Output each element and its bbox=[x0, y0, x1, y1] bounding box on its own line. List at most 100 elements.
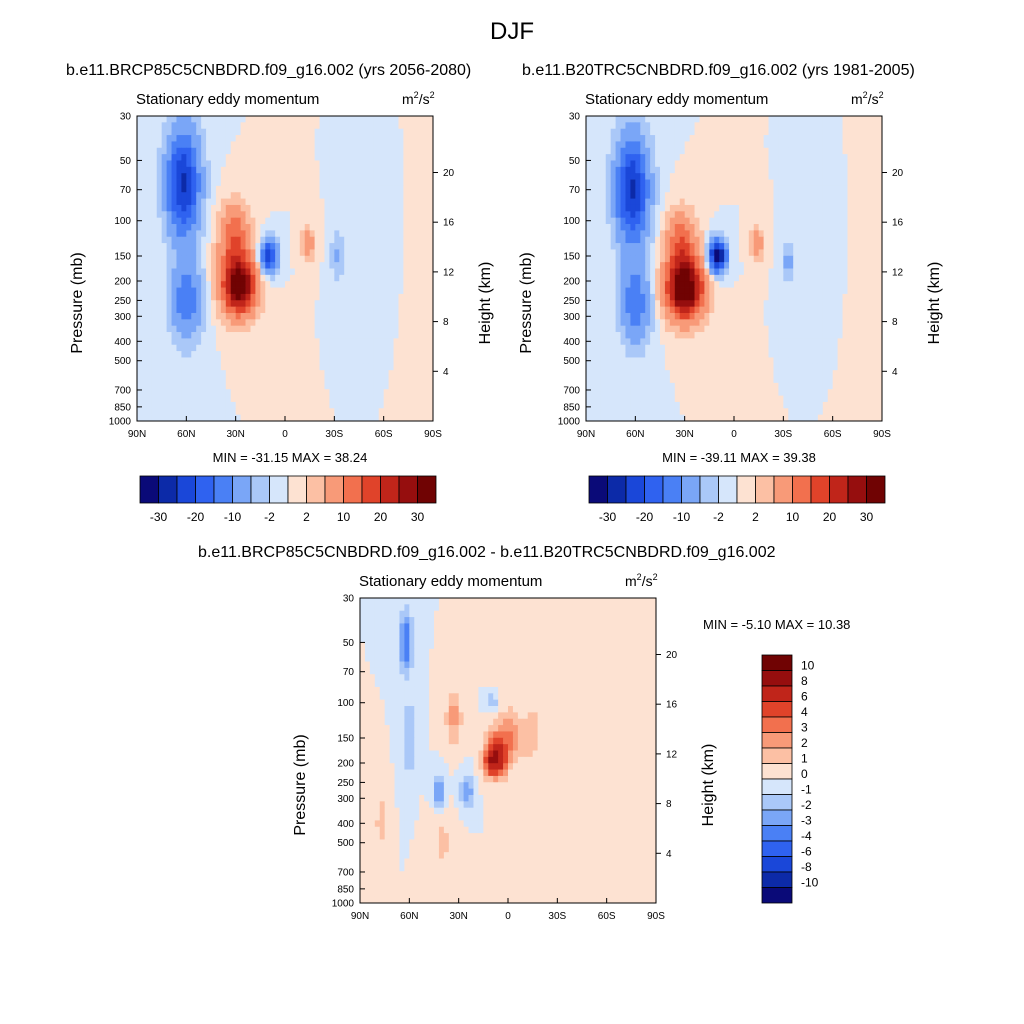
heatmap-cell bbox=[753, 185, 760, 193]
heatmap-cell bbox=[738, 312, 745, 320]
heatmap-cell bbox=[393, 389, 399, 396]
heatmap-cell bbox=[773, 230, 779, 238]
heatmap-cell bbox=[837, 319, 843, 327]
heatmap-cell bbox=[699, 211, 705, 219]
heatmap-cell bbox=[763, 116, 769, 123]
panel-1-variable-label: Stationary eddy momentum bbox=[136, 91, 319, 108]
heatmap-cell bbox=[211, 287, 217, 295]
heatmap-cell bbox=[669, 166, 676, 174]
heatmap-cell bbox=[191, 306, 197, 314]
heatmap-cell bbox=[211, 376, 217, 384]
heatmap-cell bbox=[137, 281, 143, 288]
heatmap-cell bbox=[808, 185, 814, 193]
heatmap-cell bbox=[808, 274, 814, 282]
heatmap-cell bbox=[620, 122, 626, 130]
heatmap-cell bbox=[679, 173, 686, 180]
heatmap-cell bbox=[674, 312, 681, 320]
heatmap-cell bbox=[245, 204, 251, 212]
heatmap-cell bbox=[289, 166, 296, 174]
heatmap-cell bbox=[280, 389, 286, 396]
heatmap-cell bbox=[798, 262, 804, 269]
heatmap-cell bbox=[319, 376, 325, 384]
heatmap-cell bbox=[669, 312, 676, 320]
heatmap-cell bbox=[339, 204, 345, 212]
heatmap-cell bbox=[620, 198, 626, 206]
heatmap-cell bbox=[339, 274, 345, 282]
heatmap-cell bbox=[289, 389, 296, 396]
heatmap-cell bbox=[650, 325, 656, 333]
heatmap-cell bbox=[743, 192, 750, 199]
heatmap-cell bbox=[758, 312, 764, 320]
heatmap-cell bbox=[418, 230, 424, 238]
heatmap-cell bbox=[773, 255, 779, 263]
heatmap-cell bbox=[260, 160, 266, 168]
heatmap-cell bbox=[388, 262, 394, 269]
heatmap-cell bbox=[714, 236, 720, 244]
heatmap-cell bbox=[788, 173, 794, 180]
heatmap-cell bbox=[235, 293, 241, 301]
heatmap-cell bbox=[699, 166, 705, 174]
heatmap-cell bbox=[309, 401, 315, 409]
heatmap-cell bbox=[403, 376, 409, 384]
heatmap-cell bbox=[428, 370, 434, 377]
heatmap-cell bbox=[803, 211, 809, 219]
heatmap-cell bbox=[161, 363, 167, 371]
heatmap-cell bbox=[398, 312, 404, 320]
heatmap-cell bbox=[289, 211, 296, 219]
heatmap-cell bbox=[319, 401, 325, 409]
heatmap-cell bbox=[418, 135, 424, 142]
heatmap-cell bbox=[699, 198, 705, 206]
heatmap-cell bbox=[299, 230, 306, 238]
heatmap-cell bbox=[215, 116, 222, 123]
heatmap-cell bbox=[842, 236, 848, 244]
heatmap-cell bbox=[161, 211, 167, 219]
heatmap-cell bbox=[206, 274, 212, 282]
heatmap-cell bbox=[842, 204, 848, 212]
heatmap-cell bbox=[423, 268, 429, 276]
heatmap-cell bbox=[304, 230, 311, 238]
heatmap-cell bbox=[280, 154, 286, 161]
heatmap-cell bbox=[852, 147, 858, 155]
heatmap-cell bbox=[314, 166, 320, 174]
heatmap-cell bbox=[289, 357, 296, 365]
heatmap-cell bbox=[378, 141, 385, 149]
heatmap-cell bbox=[215, 135, 222, 142]
heatmap-cell bbox=[206, 230, 212, 238]
heatmap-cell bbox=[674, 135, 681, 142]
heatmap-cell bbox=[314, 338, 320, 346]
heatmap-cell bbox=[275, 128, 281, 136]
heatmap-cell bbox=[319, 300, 325, 308]
heatmap-cell bbox=[275, 255, 281, 263]
heatmap-cell bbox=[176, 262, 182, 269]
heatmap-cell bbox=[625, 122, 631, 130]
heatmap-cell bbox=[250, 408, 256, 416]
heatmap-cell bbox=[650, 204, 656, 212]
heatmap-cell bbox=[314, 300, 320, 308]
heatmap-cell bbox=[324, 173, 330, 180]
heatmap-cell bbox=[408, 249, 414, 257]
heatmap-cell bbox=[847, 255, 853, 263]
heatmap-cell bbox=[329, 236, 335, 244]
heatmap-cell bbox=[428, 198, 434, 206]
heatmap-cell bbox=[645, 192, 651, 199]
heatmap-cell bbox=[847, 306, 853, 314]
heatmap-cell bbox=[748, 293, 755, 301]
heatmap-cell bbox=[778, 300, 784, 308]
heatmap-cell bbox=[319, 211, 325, 219]
heatmap-cell bbox=[250, 338, 256, 346]
heatmap-cell bbox=[393, 211, 399, 219]
heatmap-cell bbox=[778, 306, 784, 314]
heatmap-cell bbox=[679, 224, 686, 231]
heatmap-cell bbox=[260, 211, 266, 219]
heatmap-cell bbox=[324, 319, 330, 327]
heatmap-cell bbox=[867, 243, 873, 250]
heatmap-cell bbox=[235, 408, 241, 416]
heatmap-cell bbox=[349, 351, 355, 358]
heatmap-cell bbox=[255, 351, 261, 358]
heatmap-cell bbox=[240, 166, 246, 174]
heatmap-cell bbox=[245, 300, 251, 308]
heatmap-cell bbox=[151, 185, 158, 193]
heatmap-cell bbox=[768, 281, 774, 288]
heatmap-cell bbox=[669, 141, 676, 149]
heatmap-cell bbox=[689, 128, 695, 136]
